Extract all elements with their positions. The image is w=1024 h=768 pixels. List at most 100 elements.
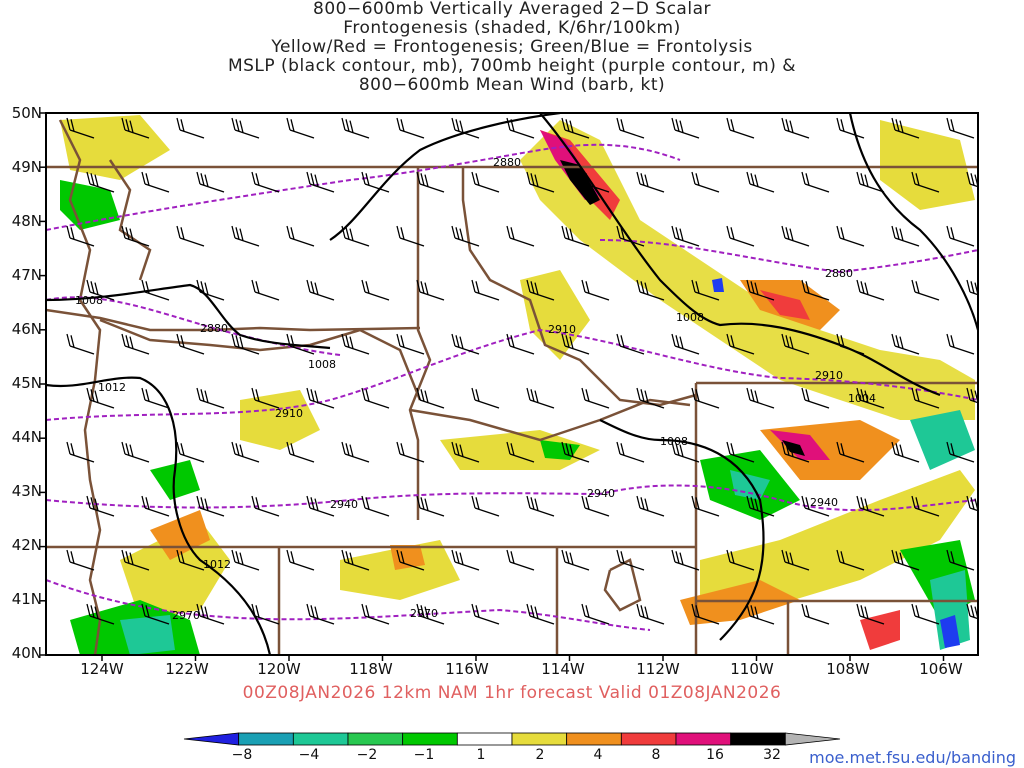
colorbar-segment <box>347 732 404 746</box>
fronto-yellow-region <box>60 115 170 180</box>
title-line-1: 800−600mb Vertically Averaged 2−D Scalar <box>313 0 711 19</box>
wind-barb <box>726 549 755 571</box>
wind-barb <box>726 117 755 139</box>
wind-barb <box>691 603 720 625</box>
wind-barb <box>726 441 755 463</box>
wind-barb <box>361 171 390 193</box>
colorbar-segment <box>784 732 841 746</box>
mslp-contour-1008 <box>539 113 941 397</box>
lon-label: 110W <box>730 660 774 678</box>
wind-barb <box>121 117 150 139</box>
wind-barb <box>891 441 920 463</box>
wind-barb <box>396 225 425 247</box>
wind-barb <box>451 441 480 463</box>
wind-barb <box>141 387 170 409</box>
lon-label: 124W <box>80 660 124 678</box>
wind-barb <box>946 441 975 463</box>
colorbar-segment <box>730 732 786 746</box>
fronto-yellow-region <box>700 470 975 620</box>
wind-barb <box>121 549 150 571</box>
wind-barb <box>636 279 665 301</box>
wind-barb <box>231 225 260 247</box>
fronto-red-region <box>860 610 900 650</box>
wind-barb <box>946 225 975 247</box>
lat-label: 50N <box>11 104 42 122</box>
wind-barb <box>781 333 810 355</box>
mslp-contour-1008 <box>46 283 331 350</box>
colorbar-segment <box>511 732 568 746</box>
wind-barb <box>801 495 830 517</box>
wind-barb <box>781 549 810 571</box>
lat-label: 41N <box>11 590 42 608</box>
wind-barb <box>891 333 920 355</box>
frontogenesis-shading <box>60 115 975 655</box>
wind-barb <box>726 225 755 247</box>
lon-label: 120W <box>257 660 301 678</box>
mslp-contour-1004 <box>848 113 978 331</box>
wind-barb <box>836 117 865 139</box>
mslp-label: 1012 <box>98 381 126 394</box>
wind-barb <box>946 117 975 139</box>
colorbar-label: 1 <box>476 747 486 763</box>
wind-barb <box>671 117 700 139</box>
political-borders <box>46 119 978 655</box>
wind-barb <box>506 117 535 139</box>
mslp-contour-1008 <box>599 419 765 641</box>
wind-barb <box>66 117 95 139</box>
wind-barb <box>891 225 920 247</box>
map-layers <box>46 113 978 655</box>
height-label: 2970 <box>410 607 438 620</box>
gsl-outline <box>603 558 642 612</box>
wind-barb <box>856 603 885 625</box>
colorbar-label: 2 <box>535 747 545 763</box>
wind-barb <box>506 441 535 463</box>
colorbar-segment <box>456 732 513 746</box>
wind-barb <box>856 279 885 301</box>
wind-barb <box>561 117 590 139</box>
wind-barb <box>856 387 885 409</box>
wind-barb <box>361 279 390 301</box>
wind-barb <box>416 279 445 301</box>
wind-barb <box>231 333 260 355</box>
wind-barb <box>196 603 225 625</box>
lat-label: 43N <box>11 482 42 500</box>
wind-barb <box>746 495 775 517</box>
wind-barb <box>251 387 280 409</box>
wind-barb <box>746 279 775 301</box>
wind-barb <box>691 279 720 301</box>
wind-barb <box>176 225 205 247</box>
mslp-label: 1012 <box>203 558 231 571</box>
colorbar-segment <box>566 732 622 746</box>
wind-barb <box>616 225 645 247</box>
wind-barb <box>396 117 425 139</box>
wind-barb <box>306 279 335 301</box>
wind-barb <box>561 441 590 463</box>
wind-barb <box>86 279 115 301</box>
wind-barb <box>196 171 225 193</box>
wind-barb <box>416 387 445 409</box>
wind-barb <box>86 171 115 193</box>
wind-barb <box>671 333 700 355</box>
wind-barb <box>341 333 370 355</box>
height-contour-2970 <box>46 579 651 631</box>
colorbar-label: 8 <box>651 747 661 763</box>
wind-barb <box>231 549 260 571</box>
wind-barb <box>86 495 115 517</box>
height-label: 2940 <box>587 487 615 500</box>
snake-river <box>409 398 691 442</box>
lat-label: 42N <box>11 536 42 554</box>
height-label: 2910 <box>548 323 576 336</box>
height-label: 2910 <box>815 369 843 382</box>
wind-barb <box>691 387 720 409</box>
source-link[interactable]: moe.met.fsu.edu/banding <box>809 748 1016 767</box>
wind-barb <box>196 495 225 517</box>
wind-barb <box>286 225 315 247</box>
wind-barb <box>141 279 170 301</box>
idaho-montana-border <box>461 167 697 407</box>
wind-barb <box>251 279 280 301</box>
height-contour-2880 <box>46 143 681 231</box>
fronto-yellow-region <box>240 390 320 450</box>
frontolysis-teal-region <box>730 470 770 500</box>
wind-barb <box>781 441 810 463</box>
colorbar-label: −8 <box>231 747 253 763</box>
